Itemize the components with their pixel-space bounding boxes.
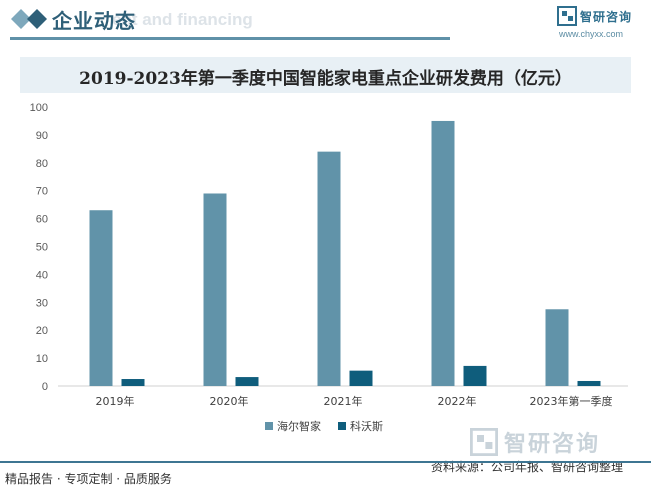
x-tick-label: 2021年 <box>324 394 363 408</box>
bar-ecovacs <box>121 379 145 386</box>
legend-swatch <box>265 422 273 430</box>
page-title: 企业动态 <box>52 9 136 33</box>
bar-ecovacs <box>577 380 601 386</box>
source-note: 资料来源：公司年报、智研咨询整理 <box>431 460 624 474</box>
bar-haier <box>203 193 227 386</box>
legend-label: 海尔智家 <box>277 419 321 433</box>
bar-haier <box>545 309 569 386</box>
y-tick-label: 90 <box>36 130 48 142</box>
bar-ecovacs <box>463 365 487 386</box>
header-background-text: ent and financing <box>112 10 253 29</box>
y-tick-label: 20 <box>36 325 48 337</box>
y-tick-label: 50 <box>36 242 48 254</box>
footer-logo-icon <box>470 428 498 456</box>
chart-title-band: 2019-2023年第一季度中国智能家电重点企业研发费用（亿元） <box>20 57 631 93</box>
x-tick-label: 2023年第一季度 <box>530 394 613 408</box>
y-tick-label: 0 <box>42 381 48 393</box>
y-tick-label: 10 <box>36 353 48 365</box>
y-tick-label: 60 <box>36 214 48 226</box>
y-tick-label: 100 <box>30 102 48 114</box>
footer-logo: 智研咨询 <box>470 428 601 457</box>
bar-haier <box>317 151 341 386</box>
bar-chart: 0 10 20 30 40 50 60 70 80 90 100 2019年 2020年 2021年 202… <box>30 102 628 433</box>
x-tick-label: 2020年 <box>210 394 249 408</box>
logo-url: www.chyxx.com <box>559 29 624 39</box>
logo-icon <box>557 6 577 26</box>
legend-swatch <box>338 422 346 430</box>
logo-text: 智研咨询 <box>580 9 633 24</box>
double-chevron-icon <box>11 9 47 29</box>
y-tick-label: 80 <box>36 158 48 170</box>
x-tick-label: 2019年 <box>96 394 135 408</box>
y-tick-label: 40 <box>36 269 48 281</box>
brand-logo: 智研咨询 <box>557 6 632 26</box>
legend-label: 科沃斯 <box>350 419 383 433</box>
footer-tagline: 精品报告 · 专项定制 · 品质服务 <box>5 472 172 486</box>
footer-logo-text: 智研咨询 <box>504 432 601 457</box>
y-tick-label: 30 <box>36 297 48 309</box>
header-rule <box>10 37 450 40</box>
bar-ecovacs <box>235 377 259 386</box>
footer-rule <box>0 461 651 463</box>
bar-haier <box>431 120 455 386</box>
chart-title: 2019-2023年第一季度中国智能家电重点企业研发费用（亿元） <box>79 69 572 89</box>
x-tick-label: 2022年 <box>438 394 477 408</box>
bar-haier <box>89 210 113 386</box>
bar-ecovacs <box>349 370 373 386</box>
header: ent and financing 企业动态 智研咨询 www.chyxx.co… <box>0 0 651 46</box>
y-tick-label: 70 <box>36 186 48 198</box>
